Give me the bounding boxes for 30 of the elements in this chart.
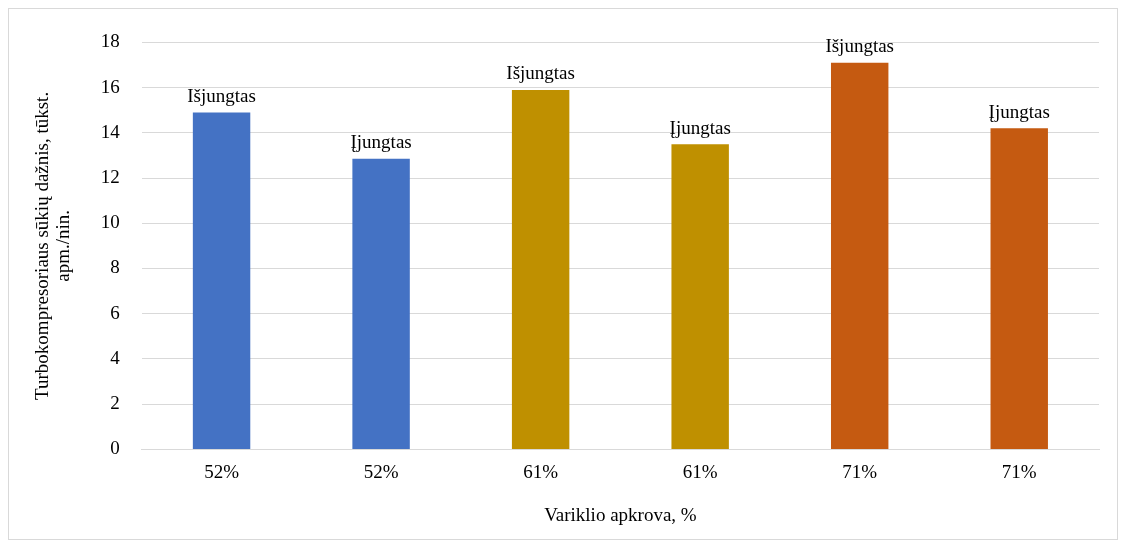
y-tick-label: 10 bbox=[100, 211, 120, 233]
x-tick-label: 61% bbox=[523, 460, 559, 482]
x-tick-label: 52% bbox=[204, 460, 240, 482]
data-label: Įjungtas bbox=[988, 100, 1050, 122]
y-tick-label: 2 bbox=[110, 392, 120, 414]
data-label: Išjungtas bbox=[825, 35, 894, 57]
y-tick-label: 4 bbox=[110, 346, 121, 368]
y-tick-label: 0 bbox=[110, 437, 120, 459]
y-tick-label: 8 bbox=[110, 256, 120, 278]
bar bbox=[192, 112, 251, 449]
bar bbox=[511, 89, 570, 449]
data-label: Įjungtas bbox=[669, 116, 731, 138]
y-tick-label: 18 bbox=[100, 30, 120, 52]
data-label: Įjungtas bbox=[350, 131, 412, 153]
y-axis-title: Turbokompresoriaus sūkių dažnis, tūkst. apm./nin. bbox=[31, 91, 74, 400]
bar bbox=[352, 158, 410, 449]
bar bbox=[830, 62, 889, 449]
x-tick-label: 52% bbox=[363, 460, 399, 482]
bar bbox=[990, 128, 1048, 449]
bar bbox=[671, 144, 729, 449]
x-axis-title: Variklio apkrova, % bbox=[544, 503, 697, 525]
y-tick-label: 12 bbox=[100, 166, 120, 188]
data-label: Išjungtas bbox=[506, 62, 575, 84]
y-tick-label: 16 bbox=[100, 75, 120, 97]
data-label: Išjungtas bbox=[187, 84, 256, 106]
x-tick-label: 61% bbox=[682, 460, 718, 482]
x-tick-label: 71% bbox=[842, 460, 878, 482]
y-tick-label: 6 bbox=[110, 301, 120, 323]
y-tick-label: 14 bbox=[100, 120, 121, 142]
x-tick-label: 71% bbox=[1001, 460, 1037, 482]
